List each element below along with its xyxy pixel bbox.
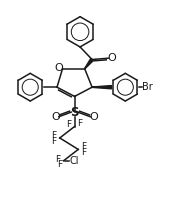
Text: O: O [107,53,116,63]
Text: O: O [55,63,63,73]
Text: O: O [51,112,60,122]
Polygon shape [85,58,93,69]
Text: F: F [82,142,87,151]
Text: S: S [70,106,79,119]
Text: F: F [51,137,56,146]
Text: Br: Br [142,82,153,92]
Text: F: F [66,120,72,129]
Text: F: F [77,119,82,128]
Text: Cl: Cl [69,156,78,166]
Text: F: F [82,148,87,157]
Text: F: F [58,160,63,169]
Text: O: O [89,112,98,122]
Text: F: F [55,155,60,163]
Polygon shape [92,86,111,89]
Text: F: F [51,131,56,140]
